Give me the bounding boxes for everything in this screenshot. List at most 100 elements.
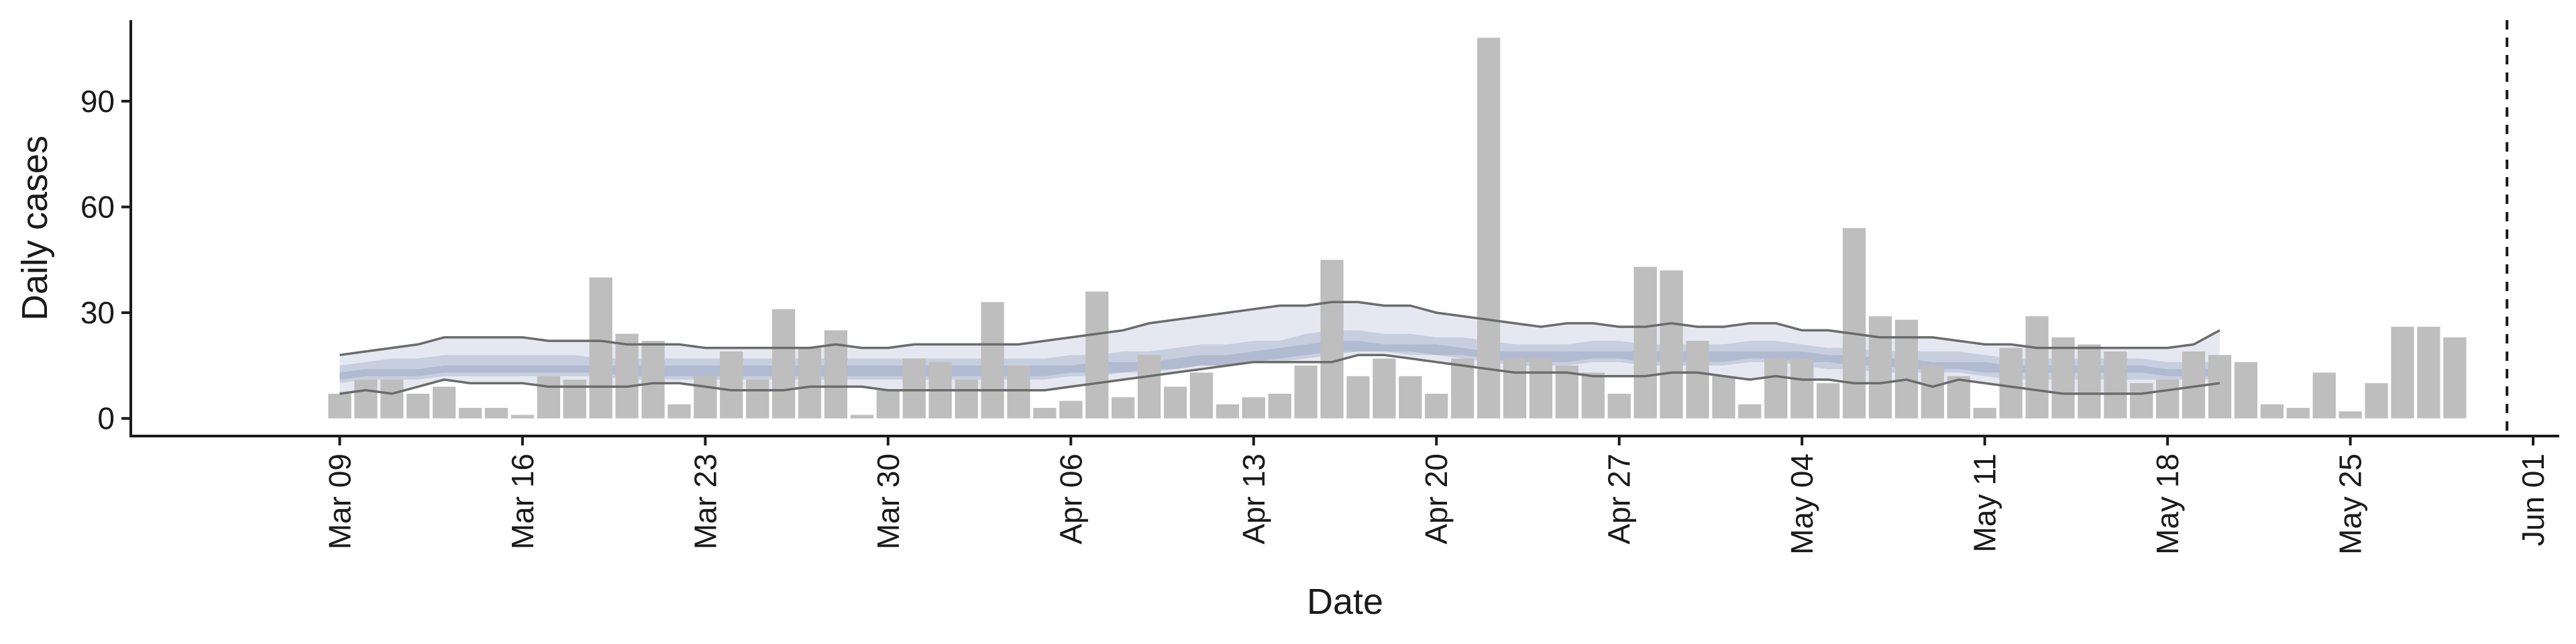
x-axis-title: Date [1307, 582, 1383, 622]
case-bar [2312, 372, 2336, 419]
case-bar [2391, 327, 2414, 419]
x-tick-label: Apr 27 [1602, 453, 1637, 545]
case-bar [1085, 291, 1109, 419]
case-bar [1346, 376, 1370, 419]
case-bar [1842, 228, 1866, 419]
case-bar [2260, 404, 2284, 419]
case-bar [2286, 408, 2310, 419]
case-bar [1529, 358, 1553, 419]
case-bar [1999, 347, 2023, 419]
case-bar [1738, 404, 1762, 419]
x-tick-label: May 11 [1968, 453, 2002, 552]
daily-cases-bars [328, 38, 2467, 419]
x-tick-label: May 18 [2150, 453, 2185, 555]
case-bar [1581, 372, 1605, 419]
case-bar [1294, 365, 1318, 419]
case-bar [1973, 408, 1996, 419]
case-bar [955, 379, 978, 419]
y-tick-label: 60 [80, 189, 115, 224]
case-bar [746, 379, 769, 419]
y-axis-title: Daily cases [15, 136, 55, 321]
case-bar [2234, 362, 2258, 419]
x-tick-label: May 25 [2333, 453, 2368, 555]
x-tick-label: May 04 [1784, 453, 1819, 555]
case-bar [1007, 365, 1030, 419]
case-bar [1268, 393, 1291, 419]
case-bar [1163, 386, 1187, 419]
case-bar [433, 386, 456, 419]
case-bar [328, 393, 352, 419]
case-bar [1894, 319, 1919, 419]
case-bar [2339, 411, 2362, 419]
x-tick-label: Mar 30 [871, 453, 906, 549]
case-bar [407, 393, 430, 419]
case-bar [981, 302, 1004, 419]
case-bar [484, 408, 508, 419]
case-bar [1817, 383, 1840, 419]
x-tick-label: Apr 06 [1053, 453, 1088, 545]
x-tick-label: Apr 20 [1419, 453, 1454, 545]
case-bar [1242, 397, 1265, 419]
y-tick-label: 90 [80, 84, 115, 119]
case-bar [1033, 408, 1057, 419]
case-bar [1712, 376, 1735, 419]
case-bar [1633, 266, 1657, 419]
case-bar [1189, 372, 1214, 419]
case-bar [667, 404, 691, 419]
case-bar [902, 358, 926, 419]
case-bar [1503, 358, 1527, 419]
band-boundary-lines [339, 20, 2509, 436]
case-bar [1425, 393, 1448, 419]
case-bar [1320, 260, 1344, 419]
case-bar [615, 333, 639, 419]
case-bar [354, 379, 378, 419]
case-bar [2365, 383, 2388, 419]
case-bar [2078, 344, 2101, 419]
case-bar [641, 341, 665, 419]
case-bar [1686, 341, 1709, 419]
case-bar [1477, 38, 1501, 419]
case-bar [772, 309, 796, 419]
axes: 0 30 60 90 Mar 09 Mar 16 Mar 23 Mar 30 Apr 06 Apr… [80, 20, 2559, 555]
outer-band-lower-line [339, 354, 2220, 395]
case-bar [2130, 383, 2153, 419]
case-bar [1660, 270, 1683, 419]
case-bar [380, 379, 404, 419]
case-bar [1216, 404, 1239, 419]
case-bar [511, 415, 534, 419]
case-bar [1059, 400, 1083, 419]
case-bar [2104, 351, 2127, 419]
case-bar [720, 351, 743, 419]
case-bar [2443, 337, 2467, 419]
x-tick-label: Jun 01 [2516, 453, 2551, 546]
x-tick-label: Mar 16 [505, 453, 540, 549]
case-bar [2051, 337, 2075, 419]
case-bar [563, 379, 586, 419]
case-bar [1921, 365, 1944, 419]
case-bar [537, 376, 560, 419]
case-bar [1607, 393, 1631, 419]
case-bar [1373, 358, 1396, 419]
case-bar [1764, 358, 1788, 419]
case-bar [850, 415, 874, 419]
case-bar [694, 376, 717, 419]
case-bar [2156, 379, 2180, 419]
case-bar [1137, 355, 1161, 419]
case-bar [1399, 376, 1422, 419]
y-tick-label: 0 [97, 401, 115, 436]
case-bar [2208, 355, 2232, 419]
case-bar [458, 408, 482, 419]
case-bar [1790, 358, 1814, 419]
x-tick-label: Mar 09 [322, 453, 357, 549]
case-bar [876, 390, 900, 419]
case-bar [2025, 316, 2049, 419]
case-bar [2417, 327, 2440, 419]
x-tick-label: Apr 13 [1236, 453, 1271, 545]
case-bar [1947, 376, 1970, 419]
y-tick-label: 30 [80, 295, 115, 330]
case-bar [1868, 316, 1892, 419]
case-bar [1112, 397, 1135, 419]
outer-band-upper-line [339, 301, 2220, 356]
case-bar [1451, 358, 1474, 419]
